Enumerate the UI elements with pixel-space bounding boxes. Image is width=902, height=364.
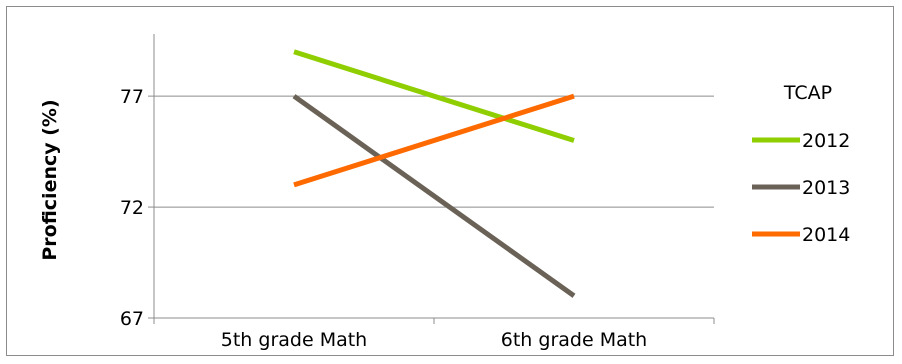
y-tick-label-72: 72 bbox=[120, 197, 144, 219]
legend: TCAP 2012 2013 2014 bbox=[752, 82, 850, 246]
y-axis-label: Proficiency (%) bbox=[39, 99, 61, 260]
y-tick-label-77: 77 bbox=[120, 86, 144, 108]
legend-label-2013: 2013 bbox=[802, 177, 850, 199]
x-tick-labels: 5th grade Math 6th grade Math bbox=[221, 329, 647, 351]
x-tick-label-0: 5th grade Math bbox=[221, 329, 367, 351]
series-line-2013 bbox=[292, 94, 576, 298]
y-tick-labels: 67 72 77 bbox=[120, 86, 144, 330]
series-line-2012 bbox=[293, 49, 575, 143]
axes bbox=[148, 34, 715, 324]
legend-title: TCAP bbox=[783, 82, 832, 104]
grid-lines bbox=[154, 95, 714, 208]
series-lines bbox=[292, 49, 576, 298]
x-tick-label-1: 6th grade Math bbox=[501, 329, 647, 351]
legend-label-2014: 2014 bbox=[802, 224, 850, 246]
series-line-2014 bbox=[293, 93, 575, 188]
y-tick-label-67: 67 bbox=[120, 308, 144, 330]
legend-label-2012: 2012 bbox=[802, 130, 850, 152]
